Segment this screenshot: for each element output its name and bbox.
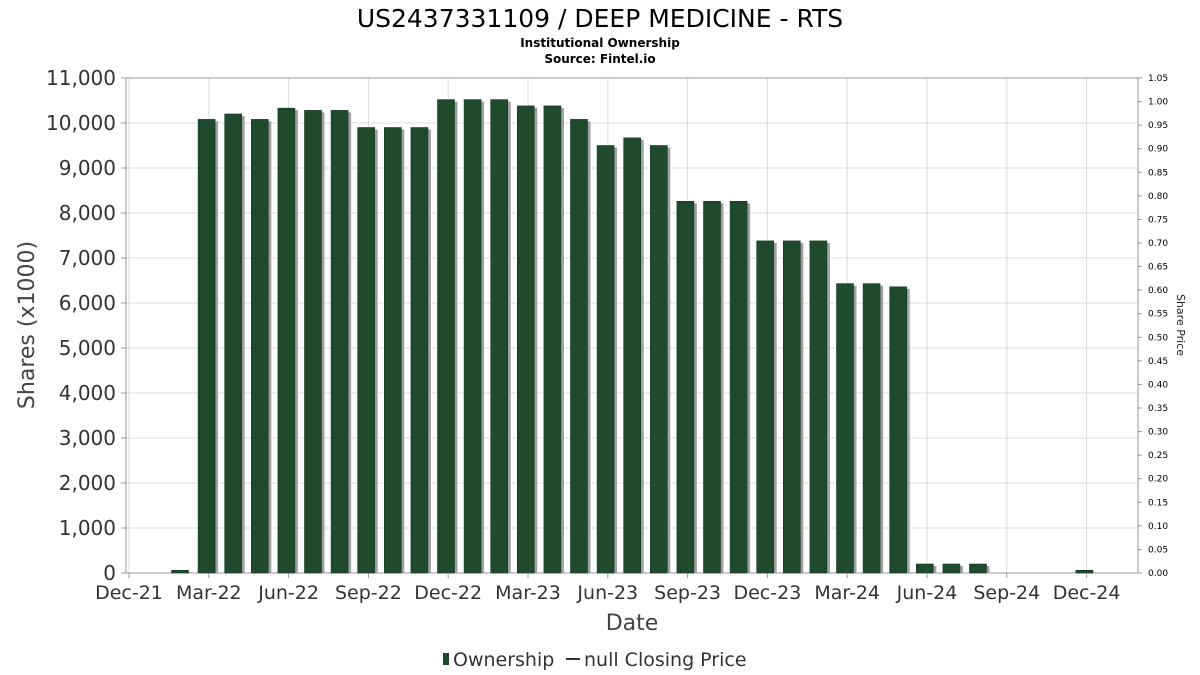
- y-tick-label: 2,000: [59, 471, 116, 495]
- ownership-bar: [809, 240, 828, 574]
- legend-ownership-swatch: [443, 653, 449, 665]
- y2-tick-label: 1.00: [1148, 98, 1168, 108]
- y2-tick-label: 0.55: [1148, 310, 1168, 320]
- y-tick-label: 9,000: [59, 156, 116, 180]
- y-tick-label: 8,000: [59, 201, 116, 225]
- y2-tick-label: 0.25: [1148, 451, 1168, 461]
- x-tick-label: Sep-24: [973, 582, 1040, 604]
- y2-tick-label: 0.95: [1148, 121, 1168, 131]
- ownership-bar: [915, 563, 934, 574]
- y2-tick-label: 0.70: [1148, 239, 1168, 249]
- y2-tick-label: 0.00: [1148, 569, 1168, 579]
- ownership-bar: [383, 127, 402, 574]
- legend-price-label: null Closing Price: [584, 649, 747, 671]
- x-tick-label: Mar-22: [176, 582, 242, 604]
- y-tick-label: 4,000: [59, 381, 116, 405]
- ownership-bar: [197, 119, 216, 574]
- ownership-bars: [171, 99, 1096, 574]
- y2-tick-label: 0.85: [1148, 168, 1168, 178]
- ownership-bar: [330, 110, 349, 574]
- x-tick-label: Dec-22: [414, 582, 482, 604]
- ownership-bar: [676, 201, 695, 574]
- ownership-bar: [490, 99, 509, 574]
- ownership-bar: [623, 137, 642, 574]
- y-tick-label: 1,000: [59, 516, 116, 540]
- x-tick-label: Dec-21: [95, 582, 163, 604]
- y2-tick-label: 0.75: [1148, 215, 1168, 225]
- x-tick-label: Mar-24: [814, 582, 880, 604]
- ownership-bar: [862, 283, 881, 574]
- legend-ownership-label: Ownership: [453, 649, 554, 671]
- y2-tick-label: 1.05: [1148, 74, 1168, 84]
- y-axis-ticks: 0 1,000 2,000 3,000 4,000 5,000 6,000 7,000 8,00…: [46, 66, 126, 585]
- y-tick-label: 0: [103, 561, 116, 585]
- y2-tick-label: 0.20: [1148, 475, 1168, 485]
- ownership-bar: [729, 201, 748, 574]
- y2-tick-label: 0.45: [1148, 357, 1168, 367]
- ownership-bar: [437, 99, 455, 574]
- ownership-bar: [543, 105, 562, 574]
- x-tick-label: Jun-22: [257, 582, 319, 604]
- y2-tick-label: 0.50: [1148, 333, 1168, 343]
- ownership-bar: [224, 113, 242, 574]
- y2-tick-label: 0.90: [1148, 145, 1168, 155]
- y2-tick-label: 0.80: [1148, 192, 1168, 202]
- y-tick-label: 10,000: [46, 111, 116, 135]
- y-tick-label: 3,000: [59, 426, 116, 450]
- y2-axis-ticks: 0.00 0.05 0.10 0.15 0.20 0.25 0.30 0.35 0.40 0.45…: [1138, 74, 1168, 579]
- ownership-bar: [251, 119, 269, 574]
- ownership-bar: [410, 127, 429, 574]
- ownership-bar: [703, 201, 721, 574]
- ownership-bar: [304, 110, 322, 574]
- ownership-bar: [357, 127, 376, 574]
- y-tick-label: 11,000: [46, 66, 116, 90]
- ownership-bar: [277, 107, 296, 574]
- ownership-bar: [570, 119, 588, 574]
- y-tick-label: 6,000: [59, 291, 116, 315]
- ownership-bar: [596, 145, 615, 574]
- ownership-bar: [516, 105, 535, 574]
- x-tick-label: Sep-22: [335, 582, 402, 604]
- chart-source: Source: Fintel.io: [544, 52, 655, 66]
- y2-axis-label: Share Price: [1174, 294, 1187, 356]
- x-tick-label: Jun-24: [896, 582, 958, 604]
- ownership-bar: [171, 569, 189, 574]
- ownership-bar: [889, 286, 908, 574]
- chart-title: US2437331109 / DEEP MEDICINE - RTS: [357, 4, 843, 33]
- y2-tick-label: 0.10: [1148, 522, 1168, 532]
- y2-tick-label: 0.65: [1148, 263, 1168, 273]
- y2-tick-label: 0.40: [1148, 380, 1168, 390]
- y2-tick-label: 0.60: [1148, 286, 1168, 296]
- y2-tick-label: 0.35: [1148, 404, 1168, 414]
- x-tick-label: Dec-23: [733, 582, 801, 604]
- x-axis-label: Date: [606, 611, 659, 636]
- y2-tick-label: 0.05: [1148, 545, 1168, 555]
- ownership-bar: [756, 240, 775, 574]
- y-tick-label: 5,000: [59, 336, 116, 360]
- ownership-bar: [836, 283, 854, 574]
- x-axis-ticks: Dec-21 Mar-22 Jun-22 Sep-22 Dec-22 Mar-23 Jun-…: [95, 573, 1121, 604]
- ownership-bar: [649, 145, 668, 574]
- y2-tick-label: 0.30: [1148, 428, 1168, 438]
- y-axis-label: Shares (x1000): [15, 241, 40, 409]
- ownership-bar: [463, 99, 482, 574]
- chart-subtitle: Institutional Ownership: [520, 36, 680, 50]
- ownership-bar: [942, 563, 961, 574]
- x-tick-label: Dec-24: [1053, 582, 1121, 604]
- x-tick-label: Sep-23: [654, 582, 721, 604]
- x-tick-label: Mar-23: [495, 582, 561, 604]
- legend: Ownership null Closing Price: [443, 649, 747, 671]
- y2-tick-label: 0.15: [1148, 498, 1168, 508]
- ownership-bar: [782, 240, 801, 574]
- ownership-bar: [1075, 569, 1094, 574]
- ownership-bar: [969, 563, 987, 574]
- x-tick-label: Jun-23: [576, 582, 638, 604]
- y-tick-label: 7,000: [59, 246, 116, 270]
